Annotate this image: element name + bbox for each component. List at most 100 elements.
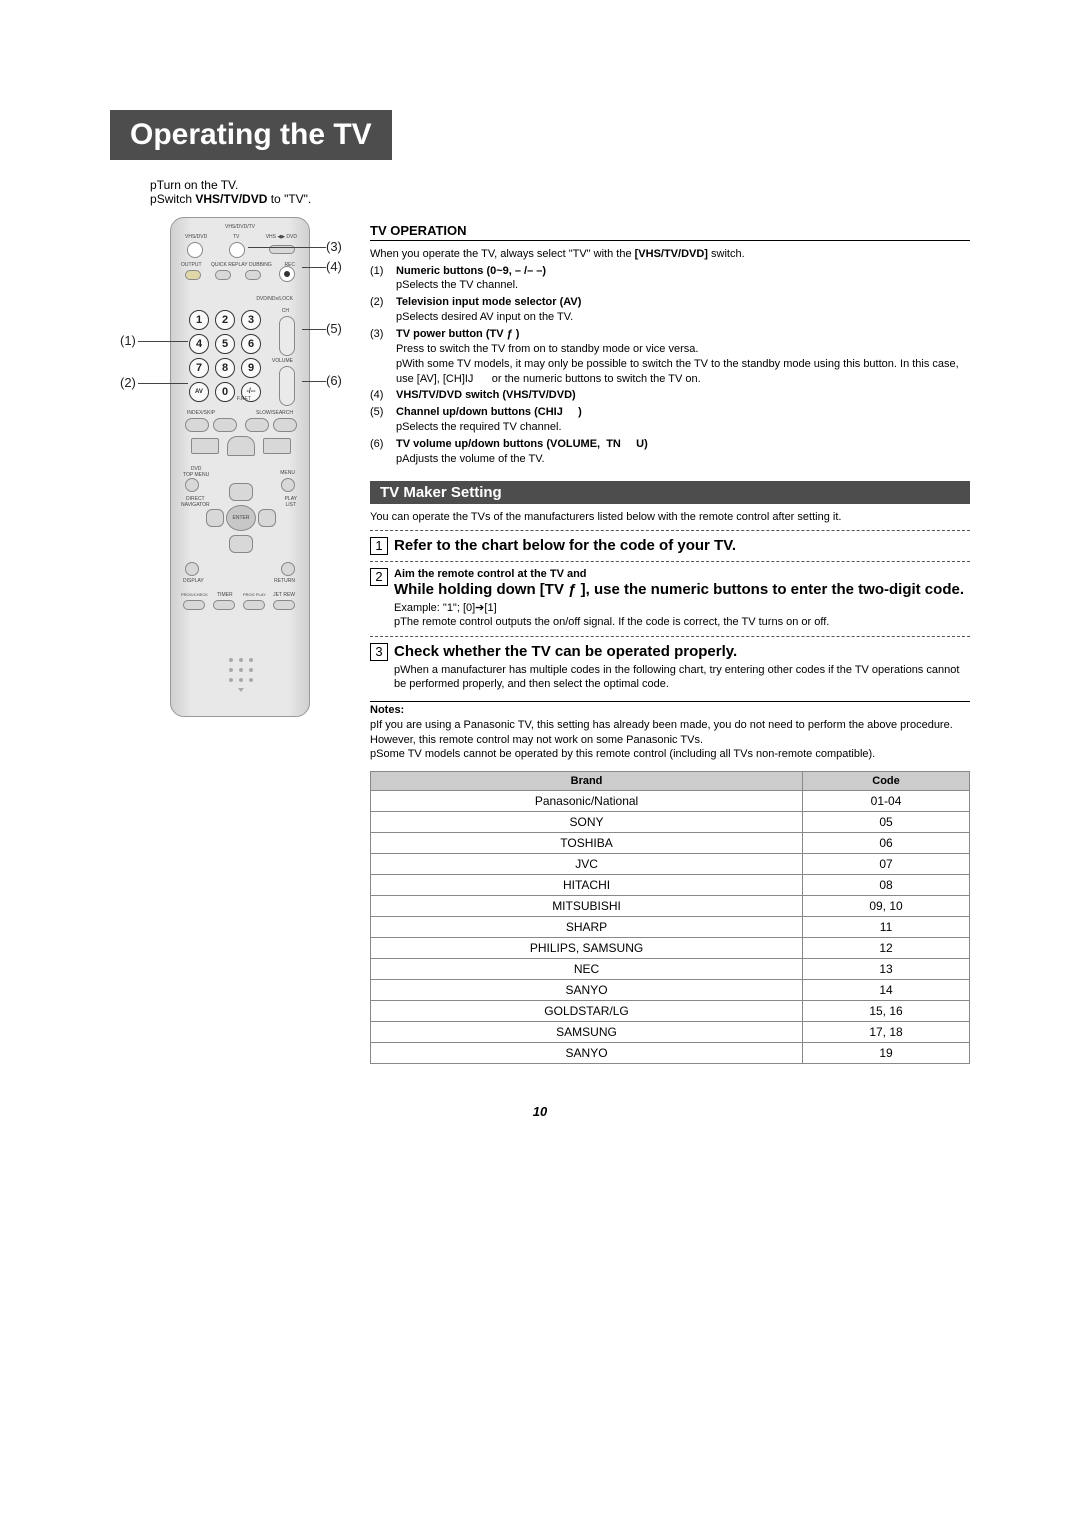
- step-2-body: Example: "1"; [0]➔[1] pThe remote contro…: [394, 601, 970, 630]
- tv-op-item-body: Channel up/down buttons (CHIJ )pSelects …: [396, 405, 970, 435]
- table-row: SHARP11: [371, 917, 970, 938]
- tv-operation-heading: TV OPERATION: [370, 221, 970, 240]
- step-3-head: Check whether the TV can be operated pro…: [394, 643, 970, 661]
- intro-bold: VHS/TV/DVD: [195, 192, 267, 206]
- step-2-num: 2: [370, 568, 388, 586]
- dashrule-2: [370, 561, 970, 562]
- menu-label: MENU: [280, 470, 295, 476]
- notes-body: pIf you are using a Panasonic TV, this s…: [370, 718, 970, 761]
- table-cell: 07: [803, 854, 970, 875]
- table-cell: 01-04: [803, 791, 970, 812]
- skip-fwd-icon: [213, 418, 237, 432]
- key-1: 1: [189, 310, 209, 330]
- topmenu-button-icon: [185, 478, 199, 492]
- callout-6-line: [302, 381, 326, 382]
- remote-top-label: VHS/DVD/TV: [171, 224, 309, 230]
- th-brand: Brand: [371, 772, 803, 791]
- nav-down-icon: [229, 535, 253, 553]
- table-cell: 13: [803, 959, 970, 980]
- tv-op-item-body: Numeric buttons (0~9, – /– –)pSelects th…: [396, 264, 970, 294]
- table-header-row: Brand Code: [371, 772, 970, 791]
- enter-button-icon: ENTER: [226, 505, 256, 531]
- fret-label: F.RET: [237, 396, 251, 402]
- callout-1: (1): [120, 333, 136, 348]
- remote-tv-label: TV: [233, 234, 239, 240]
- tv-operation-heading-box: TV OPERATION: [370, 221, 970, 241]
- callout-2: (2): [120, 375, 136, 390]
- notes-heading: Notes:: [370, 704, 970, 716]
- tv-op-item-sub: Press to switch the TV from on to standb…: [396, 342, 970, 357]
- step-1-num: 1: [370, 537, 388, 555]
- jetrew-label: JET REW: [273, 592, 295, 598]
- tv-op-item-sub: pSelects the TV channel.: [396, 278, 970, 293]
- key-0: 0: [215, 382, 235, 402]
- play-pause-icon: [227, 436, 255, 456]
- eject-icon: [263, 438, 291, 454]
- vol-updown-icon: [279, 366, 295, 406]
- table-cell: SAMSUNG: [371, 1022, 803, 1043]
- tv-op-item-extra: pWith some TV models, it may only be pos…: [396, 357, 970, 387]
- tv-op-item-title: TV power button (TV ƒ ): [396, 328, 519, 340]
- table-cell: 12: [803, 938, 970, 959]
- key-7: 7: [189, 358, 209, 378]
- tv-op-item: (6)TV volume up/down buttons (VOLUME, TN…: [370, 437, 970, 467]
- ff-icon: [273, 418, 297, 432]
- step-2: 2 Aim the remote control at the TV and W…: [370, 568, 970, 599]
- callout-6: (6): [326, 373, 342, 388]
- tv-op-item-title: Numeric buttons (0~9, – /– –): [396, 265, 546, 277]
- tv-op-item-body: VHS/TV/DVD switch (VHS/TV/DVD): [396, 388, 970, 403]
- intro-text: pTurn on the TV. pSwitch VHS/TV/DVD to "…: [150, 178, 970, 207]
- table-cell: SANYO: [371, 980, 803, 1001]
- table-cell: SONY: [371, 812, 803, 833]
- table-row: TOSHIBA06: [371, 833, 970, 854]
- tv-op-item-num: (4): [370, 388, 396, 403]
- progplay-button-icon: [243, 600, 265, 610]
- topmenu-label: DVD TOP MENU: [183, 466, 209, 478]
- step-2-head-small: Aim the remote control at the TV and: [394, 568, 970, 581]
- table-row: JVC07: [371, 854, 970, 875]
- tv-op-item-sub: pAdjusts the volume of the TV.: [396, 452, 970, 467]
- jetrew-button-icon: [273, 600, 295, 610]
- power-tv-icon: [229, 242, 245, 258]
- tv-op-item-body: TV power button (TV ƒ ) Press to switch …: [396, 327, 970, 386]
- table-row: SANYO14: [371, 980, 970, 1001]
- remote-wrap: VHS/DVD/TV VHS/DVD TV VHS ◀▶ DVD OUTPUT …: [110, 217, 350, 717]
- table-cell: Panasonic/National: [371, 791, 803, 812]
- table-row: GOLDSTAR/LG15, 16: [371, 1001, 970, 1022]
- nav-up-icon: [229, 483, 253, 501]
- progplay-label: PROG PLAY: [243, 592, 266, 597]
- step-3: 3 Check whether the TV can be operated p…: [370, 643, 970, 661]
- key-6: 6: [241, 334, 261, 354]
- tv-op-item-body: Television input mode selector (AV) pSele…: [396, 295, 970, 325]
- callout-5: (5): [326, 321, 342, 336]
- table-cell: PHILIPS, SAMSUNG: [371, 938, 803, 959]
- tv-op-item-num: (2): [370, 295, 396, 325]
- maker-lead: You can operate the TVs of the manufactu…: [370, 510, 970, 524]
- content-column: TV OPERATION When you operate the TV, al…: [370, 217, 970, 1064]
- codes-table: Brand Code Panasonic/National01-04SONY05…: [370, 771, 970, 1064]
- tv-op-item-title: VHS/TV/DVD switch (VHS/TV/DVD): [396, 389, 576, 401]
- tv-op-item-num: (3): [370, 327, 396, 386]
- tv-op-item-sub: pSelects desired AV input on the TV.: [396, 310, 970, 325]
- remote-control: VHS/DVD/TV VHS/DVD TV VHS ◀▶ DVD OUTPUT …: [170, 217, 310, 717]
- table-cell: 06: [803, 833, 970, 854]
- quick-button-icon: [215, 270, 231, 280]
- page-number: 10: [110, 1104, 970, 1119]
- callout-4: (4): [326, 259, 342, 274]
- table-cell: 14: [803, 980, 970, 1001]
- key-9: 9: [241, 358, 261, 378]
- tv-op-item: (5)Channel up/down buttons (CHIJ )pSelec…: [370, 405, 970, 435]
- key-4: 4: [189, 334, 209, 354]
- tv-op-item-title: Television input mode selector (AV): [396, 296, 581, 308]
- callout-2-line: [138, 383, 188, 384]
- menu-button-icon: [281, 478, 295, 492]
- ch-updown-icon: [279, 316, 295, 356]
- slowsearch-label: SLOW/SEARCH: [256, 410, 293, 416]
- timer-label: TIMER: [217, 592, 233, 598]
- callout-3: (3): [326, 239, 342, 254]
- vcrlock-label: DVD/NDx/LOCK: [256, 296, 293, 302]
- power-vhsdvd-icon: [187, 242, 203, 258]
- ch-label: CH: [282, 308, 289, 314]
- page: Operating the TV pTurn on the TV. pSwitc…: [0, 0, 1080, 1159]
- step-3-num: 3: [370, 643, 388, 661]
